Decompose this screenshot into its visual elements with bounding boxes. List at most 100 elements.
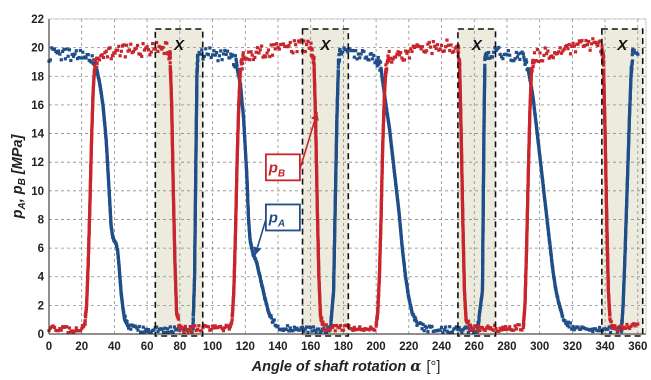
point-pA [333, 187, 338, 191]
x-tick-label-280: 280 [497, 341, 516, 353]
point-pB [171, 170, 175, 174]
point-pB [255, 46, 260, 50]
point-pB [302, 39, 306, 43]
point-pB [571, 41, 575, 45]
point-pB [583, 43, 587, 48]
point-pB [605, 238, 609, 242]
point-pB [459, 128, 463, 132]
point-pA [198, 52, 203, 56]
point-pB [550, 54, 554, 58]
point-pB [231, 298, 235, 303]
point-pA [620, 312, 625, 316]
point-pB [604, 168, 608, 172]
point-pB [524, 280, 528, 284]
point-pB [474, 325, 478, 329]
point-pB [314, 151, 318, 155]
point-pB [561, 49, 565, 53]
point-pB [376, 303, 380, 307]
point-pA [248, 233, 252, 238]
point-pB [172, 222, 176, 226]
point-pB [89, 170, 93, 174]
point-pA [193, 249, 197, 253]
point-pB [524, 267, 528, 271]
point-pB [460, 202, 465, 206]
point-pA [335, 122, 339, 126]
point-pB [85, 291, 89, 295]
point-pA [193, 240, 197, 244]
point-pB [234, 199, 238, 203]
point-pA [549, 250, 553, 254]
point-pB [462, 280, 466, 284]
point-pB [317, 264, 321, 268]
point-pB [87, 217, 92, 221]
point-pB [182, 330, 186, 334]
point-pA [482, 147, 486, 151]
point-pB [528, 119, 532, 123]
point-pA [549, 253, 553, 257]
point-pB [178, 323, 182, 327]
point-pA [235, 61, 239, 66]
point-pA [627, 118, 631, 122]
point-pB [318, 298, 322, 302]
point-pA [209, 55, 213, 60]
point-pA [626, 163, 630, 168]
point-pA [626, 155, 630, 159]
point-pA [334, 178, 338, 183]
x-tick-label-20: 20 [75, 341, 88, 353]
point-pB [526, 163, 531, 167]
point-pA [193, 194, 198, 198]
point-pB [375, 315, 379, 319]
point-pA [193, 247, 197, 251]
point-pB [166, 50, 170, 55]
point-pB [86, 275, 90, 279]
point-pA [192, 301, 196, 305]
point-pA [481, 270, 485, 274]
point-pB [59, 328, 63, 332]
point-pB [281, 42, 286, 46]
point-pB [378, 256, 382, 260]
point-pB [233, 235, 237, 239]
point-pB [170, 144, 175, 148]
point-pB [459, 152, 464, 156]
point-pA [628, 105, 632, 109]
point-pB [462, 262, 466, 266]
point-pA [506, 49, 510, 53]
point-pB [312, 62, 316, 66]
point-pA [389, 140, 393, 144]
point-pB [210, 324, 215, 328]
point-pA [406, 290, 410, 294]
point-pB [517, 323, 521, 327]
point-pA [481, 221, 485, 226]
point-pA [240, 103, 244, 108]
point-pB [460, 181, 464, 185]
point-pB [462, 253, 466, 257]
point-pA [589, 327, 594, 331]
point-pA [620, 320, 624, 324]
highlight-region-border-2 [301, 28, 350, 337]
point-pB [458, 71, 462, 75]
callout-arrowhead-pA [253, 246, 262, 256]
point-pB [195, 327, 200, 331]
point-pA [392, 170, 397, 175]
point-pB [602, 69, 606, 73]
point-pA [335, 132, 339, 136]
point-pA [625, 179, 629, 184]
point-pB [386, 57, 390, 61]
point-pA [193, 219, 197, 223]
point-pB [523, 288, 528, 292]
point-pB [632, 322, 636, 326]
point-pA [329, 322, 333, 326]
point-pB [462, 272, 466, 276]
point-pB [572, 44, 576, 48]
point-pA [248, 237, 252, 241]
point-pA [195, 75, 199, 79]
point-pB [477, 324, 481, 328]
point-pB [100, 53, 104, 57]
point-pA [332, 262, 336, 266]
point-pB [380, 177, 384, 182]
point-pB [170, 133, 174, 137]
point-pA [309, 325, 313, 330]
point-pB [172, 220, 176, 224]
point-pA [482, 98, 486, 102]
